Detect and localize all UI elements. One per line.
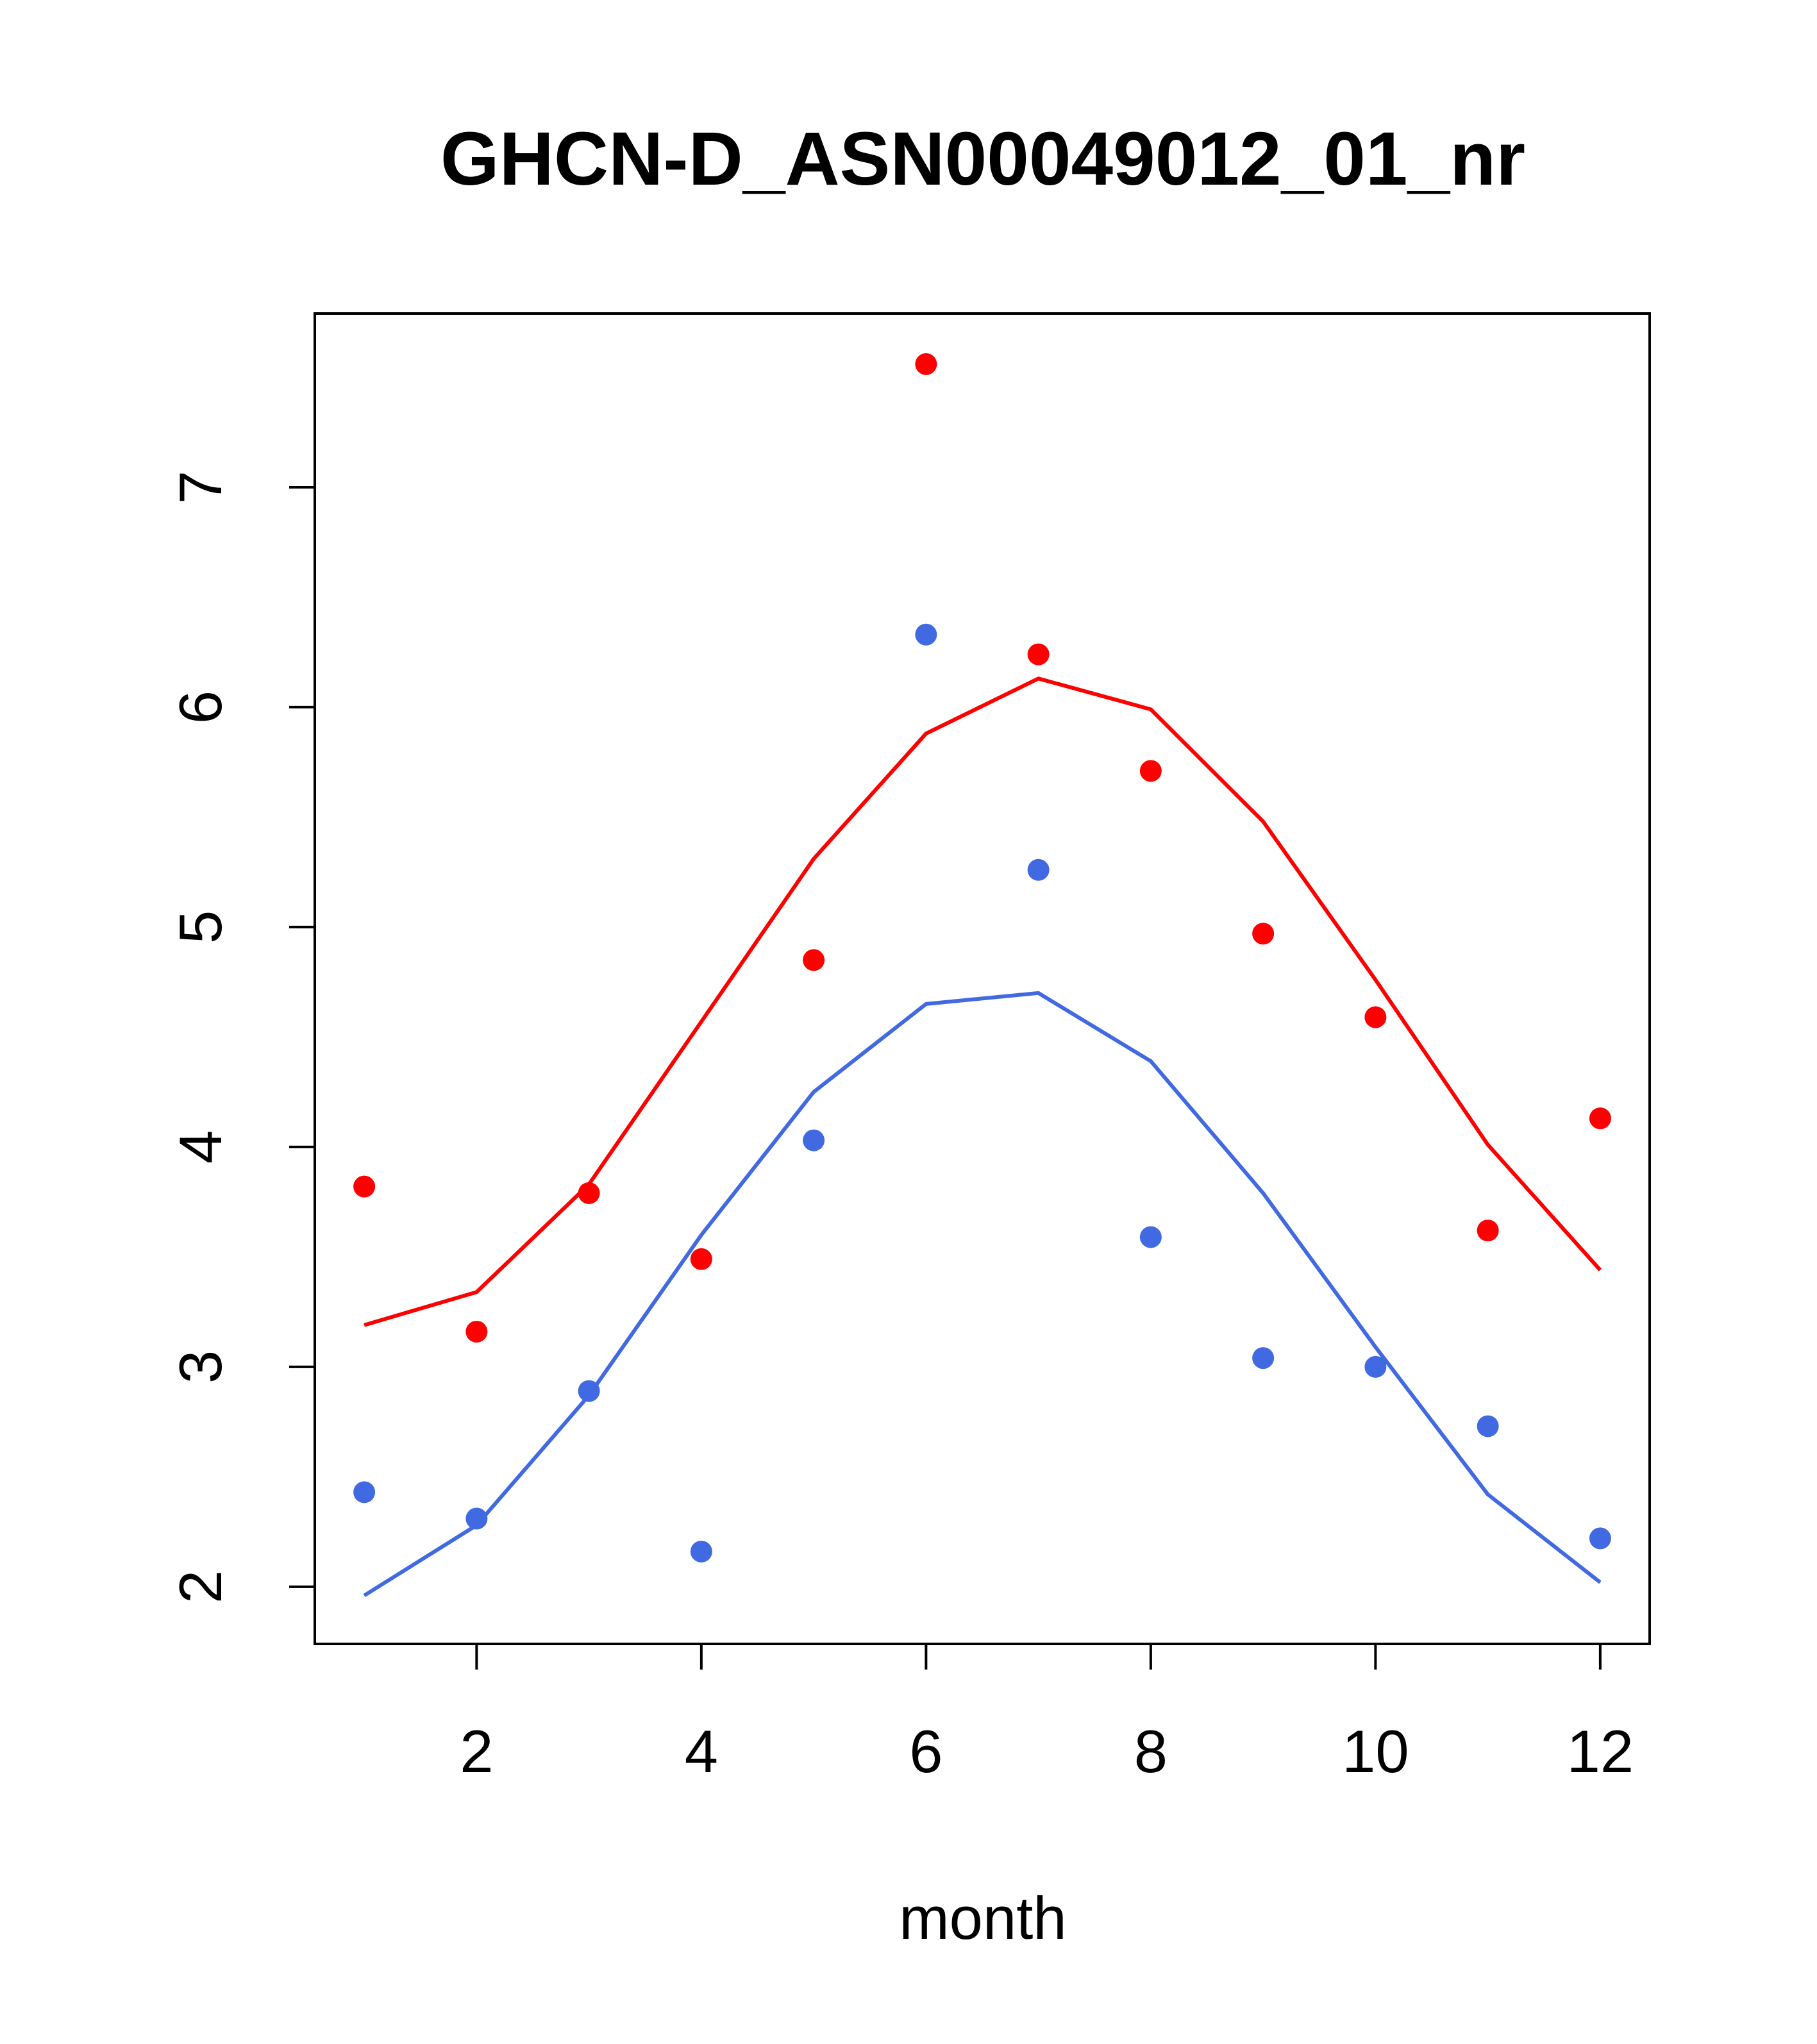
data-point (1589, 1527, 1611, 1550)
x-axis: 2 4 6 8 10 12 (460, 1643, 1634, 1785)
data-point (1252, 923, 1275, 945)
data-point (1589, 1107, 1611, 1130)
data-point (465, 1320, 488, 1343)
series-2 (353, 623, 1611, 1598)
data-point (1139, 760, 1162, 782)
x-tick-label: 2 (460, 1718, 493, 1785)
data-point (803, 1129, 825, 1152)
y-tick-label: 4 (167, 1130, 234, 1164)
data-point (915, 623, 937, 646)
series-line (364, 676, 1602, 1327)
y-tick-label: 6 (167, 691, 234, 724)
y-tick-label: 2 (167, 1570, 234, 1604)
x-tick-label: 12 (1567, 1718, 1634, 1785)
x-tick-label: 10 (1342, 1718, 1409, 1785)
series-1 (353, 353, 1611, 1343)
data-point (1027, 859, 1050, 881)
data-point (915, 353, 937, 375)
y-tick-label: 7 (167, 471, 234, 504)
data-point (465, 1507, 488, 1530)
data-point (1477, 1219, 1499, 1242)
data-point (690, 1540, 712, 1562)
x-tick-label: 8 (1134, 1718, 1168, 1785)
data-point (353, 1175, 376, 1198)
data-point (1364, 1006, 1387, 1028)
data-point (1252, 1347, 1275, 1370)
y-tick-label: 3 (167, 1350, 234, 1384)
chart-title: GHCN-D_ASN00049012_01_nr (440, 117, 1525, 201)
y-tick-label: 5 (167, 910, 234, 944)
data-point (1477, 1415, 1499, 1437)
data-point (578, 1182, 600, 1204)
y-axis: 2 3 4 5 6 7 (167, 471, 316, 1604)
data-point (1027, 643, 1050, 666)
data-point (578, 1380, 600, 1402)
data-point (803, 949, 825, 971)
x-tick-label: 4 (685, 1718, 718, 1785)
data-point (690, 1248, 712, 1270)
data-point (1364, 1355, 1387, 1378)
x-tick-label: 6 (909, 1718, 942, 1785)
series-layer (353, 353, 1611, 1598)
data-point (1139, 1226, 1162, 1248)
x-axis-label: month (899, 1884, 1066, 1952)
data-point (353, 1481, 376, 1504)
series-line (363, 991, 1602, 1598)
